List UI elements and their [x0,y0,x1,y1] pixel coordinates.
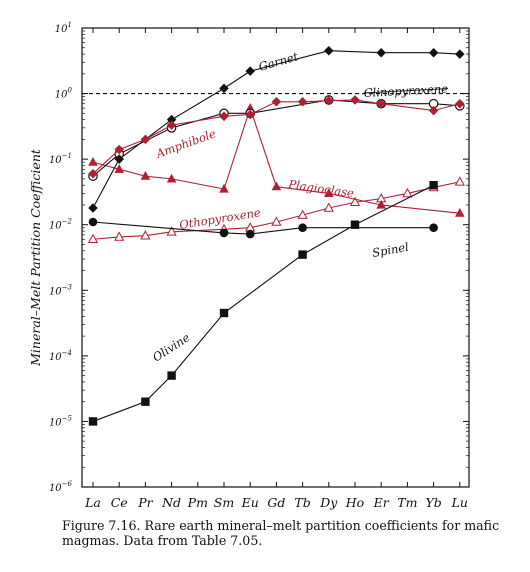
data-point-amphibole [219,111,229,122]
data-point-garnet [219,83,229,94]
data-point-amphibole [376,98,386,109]
y-tick-label: 10−1 [49,152,72,166]
y-axis-label: Mineral–Melt Partition Coefficient [28,148,43,367]
data-point-spinel [88,217,98,227]
data-point-plagioclase [271,181,282,191]
data-point-garnet [324,45,334,56]
data-point-plagioclase [454,208,465,217]
x-tick-label: Er [373,495,390,510]
y-tick-label: 10−6 [49,480,73,494]
series-line-olivine [92,184,434,422]
series-line-spinel [92,221,434,235]
y-tick-label: 101 [55,21,72,35]
annotation-olivine: Olivine [150,330,192,364]
y-tick-label: 10−2 [49,218,73,232]
data-point-olivine [429,181,438,190]
x-tick-label: Yb [425,495,441,510]
series-olivine [88,181,438,426]
x-tick-label: Tm [397,495,417,510]
data-point-garnet [455,49,465,59]
y-tick-label: 10−5 [49,414,73,428]
figure-caption: Figure 7.16. Rare earth mineral–melt par… [62,518,500,548]
x-tick-label: Nd [161,495,181,510]
data-point-amphibole [245,109,255,120]
data-point-othopyroxene [323,202,334,212]
x-tick-label: Lu [451,495,468,510]
data-point-amphibole [140,134,151,145]
data-point-plagioclase [323,188,334,198]
x-tick-label: Pr [137,495,153,510]
data-point-amphibole [455,98,465,109]
annotation-garnet: Garnet [257,49,300,74]
series-amphibole [88,95,465,179]
data-point-amphibole [324,95,334,106]
data-point-garnet [376,47,386,58]
x-tick-label: Ho [345,495,364,510]
data-point-plagioclase [219,183,229,193]
data-point-garnet [245,66,255,76]
series-line-plagioclase [92,106,460,214]
x-tick-label: La [84,495,101,510]
y-tick-label: 10−3 [49,283,73,297]
data-point-othopyroxene [140,230,151,240]
data-point-amphibole [350,95,360,105]
annotation-spinel: Spinel [371,240,410,260]
data-point-plagioclase [114,164,125,173]
data-point-olivine [219,308,229,318]
series-group [87,45,465,426]
partition-coefficient-chart: 101 100 10−1 10−2 10−3 10−4 10−5 10−6 La Ce Pr Nd Pm… [28,21,470,510]
y-tick-label: 10−4 [49,349,72,363]
x-tick-label: Pm [187,495,208,510]
data-point-garnet [114,154,124,164]
data-point-amphibole [297,96,308,107]
annotation-amphibole: Amphibole [153,126,218,161]
x-tick-label: Ce [111,495,128,510]
data-point-amphibole [271,96,282,107]
annotation-plagioclase: Plagioclase [287,177,355,200]
data-point-othopyroxene [402,187,413,198]
x-tick-label: Eu [241,495,259,510]
data-point-garnet [88,203,98,213]
data-point-othopyroxene [166,226,177,236]
data-point-olivine [167,371,176,380]
data-point-garnet [428,47,439,58]
data-point-othopyroxene [349,196,361,207]
y-tick-label: 100 [55,87,73,101]
series-plagioclase [88,102,465,217]
data-point-olivine [88,417,98,426]
data-point-othopyroxene [114,231,125,241]
x-tick-label: Tb [294,495,310,510]
data-point-spinel [219,228,229,238]
series-garnet [88,45,465,213]
data-point-amphibole [166,120,177,130]
data-point-othopyroxene [297,209,308,219]
plot-frame [81,27,470,488]
data-point-olivine [350,220,360,229]
data-point-spinel [298,223,307,233]
data-point-othopyroxene [271,216,282,226]
data-point-plagioclase [140,171,151,180]
data-point-othopyroxene [454,176,465,186]
x-tick-label: Sm [214,495,234,510]
data-point-amphibole [428,105,439,116]
data-point-amphibole [114,144,124,155]
series-line-othopyroxene [92,181,460,240]
data-point-spinel [429,223,438,233]
data-point-olivine [141,397,150,406]
x-tick-label: Dy [319,495,338,510]
data-point-plagioclase [88,157,98,166]
data-point-plagioclase [376,199,387,209]
series-spinel [88,217,438,239]
axes: 101 100 10−1 10−2 10−3 10−4 10−5 10−6 La Ce Pr Nd Pm… [28,21,470,510]
data-point-othopyroxene [87,233,99,244]
data-point-spinel [245,229,255,239]
data-point-amphibole [88,168,98,179]
data-point-olivine [298,250,307,259]
annotation-strike [363,88,449,94]
data-point-plagioclase [166,173,177,183]
x-tick-label: Gd [267,495,285,510]
